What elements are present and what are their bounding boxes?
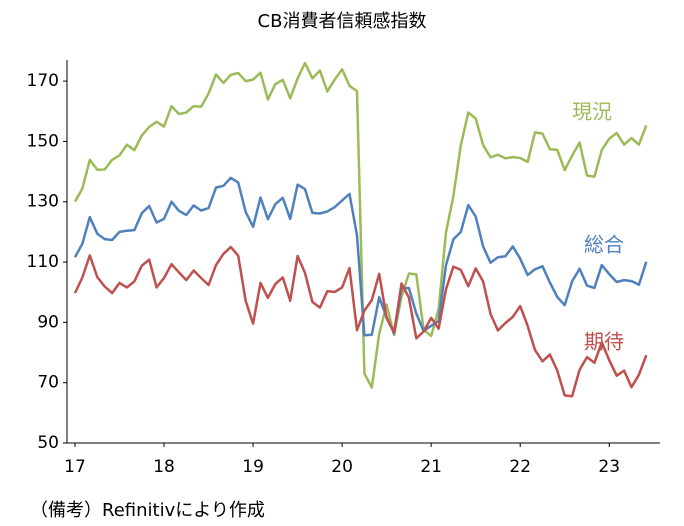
y-tick-label: 70 [37,373,59,393]
x-tick-label: 23 [598,457,620,477]
x-tick-label: 21 [420,457,442,477]
chart-title: CB消費者信頼感指数 [258,11,427,32]
series-line [73,176,648,337]
source-note: （備考）Refinitivにより作成 [30,500,265,521]
y-tick-label: 90 [37,312,59,332]
x-tick-label: 22 [509,457,531,477]
y-tick-label: 150 [27,131,59,151]
series-label: 現況 [572,100,612,124]
y-tick-label: 130 [27,192,59,212]
y-tick-label: 50 [37,433,59,453]
x-tick-label: 19 [242,457,264,477]
series-label: 総合 [584,233,624,257]
x-tick-label: 18 [153,457,175,477]
x-tick-label: 17 [64,457,86,477]
y-tick-label: 170 [27,71,59,91]
series-line [73,245,648,398]
series-line [73,61,648,389]
y-tick-label: 110 [27,252,59,272]
x-tick-label: 20 [331,457,353,477]
series-label: 期待 [584,330,624,354]
